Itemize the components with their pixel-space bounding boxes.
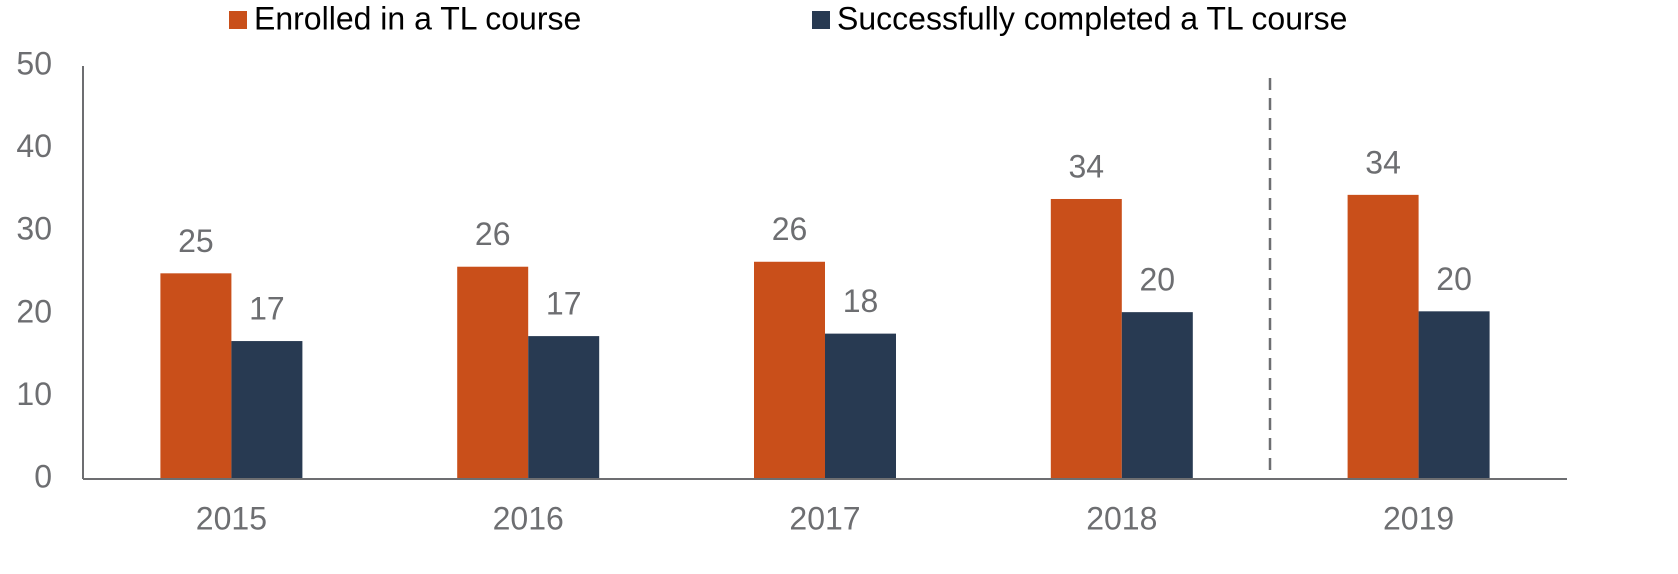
y-tick-label: 50 bbox=[16, 45, 52, 81]
x-tick-label: 2016 bbox=[493, 500, 564, 536]
legend-text: Enrolled in a TL course bbox=[254, 0, 581, 36]
y-tick-label: 40 bbox=[16, 128, 52, 164]
y-tick-label: 30 bbox=[16, 211, 52, 247]
bar bbox=[528, 336, 600, 479]
legend-swatch bbox=[812, 11, 830, 29]
y-tick-label: 0 bbox=[34, 458, 52, 494]
y-tick-label: 10 bbox=[16, 376, 52, 412]
data-label: 17 bbox=[546, 286, 582, 322]
data-label: 18 bbox=[843, 283, 879, 319]
bar bbox=[825, 333, 896, 479]
bar bbox=[754, 261, 825, 479]
data-label: 26 bbox=[772, 211, 808, 247]
data-label: 20 bbox=[1140, 262, 1176, 298]
data-label: 20 bbox=[1436, 261, 1472, 297]
bar bbox=[457, 266, 529, 479]
y-tick-label: 20 bbox=[16, 293, 52, 329]
x-tick-label: 2017 bbox=[789, 500, 860, 536]
x-tick-label: 2019 bbox=[1383, 500, 1454, 536]
bar bbox=[160, 273, 232, 479]
data-label: 25 bbox=[178, 223, 214, 259]
x-tick-label: 2015 bbox=[196, 500, 267, 536]
bar bbox=[231, 341, 303, 479]
data-label: 34 bbox=[1365, 144, 1401, 180]
bar bbox=[1347, 194, 1419, 479]
data-label: 17 bbox=[249, 291, 285, 327]
bar bbox=[1418, 311, 1490, 479]
x-tick-label: 2018 bbox=[1086, 500, 1157, 536]
bar bbox=[1050, 198, 1122, 479]
legend-text: Successfully completed a TL course bbox=[837, 0, 1347, 36]
legend-swatch bbox=[229, 11, 247, 29]
bar bbox=[1121, 312, 1193, 479]
data-label: 26 bbox=[475, 216, 511, 252]
data-label: 34 bbox=[1069, 148, 1105, 184]
